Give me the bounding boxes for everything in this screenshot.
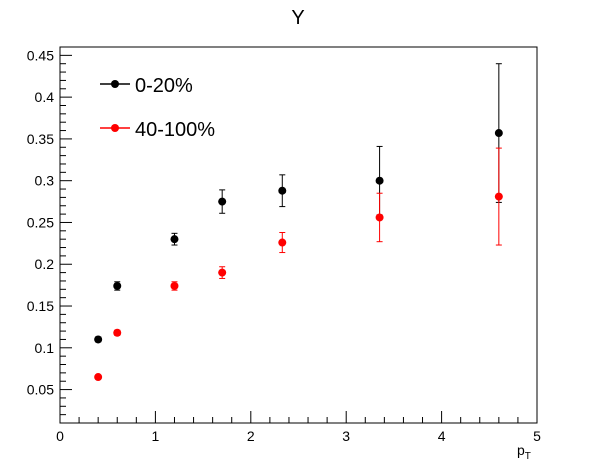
legend-entry-0-20-marker <box>111 80 119 88</box>
series-0-20-point <box>113 281 122 290</box>
y-tick-label: 0.45 <box>27 47 54 63</box>
series-0-20-point <box>94 335 103 344</box>
y-tick-label: 0.3 <box>35 173 55 189</box>
x-tick-label: 4 <box>438 428 446 444</box>
legend-entry-0-20-label: 0-20% <box>135 75 193 97</box>
series-40-100-point <box>170 281 179 290</box>
series-0-20-point <box>170 235 179 244</box>
y-tick-label: 0.25 <box>27 214 54 230</box>
legend-entry-40-100-marker <box>111 124 119 132</box>
axis-ticks: 0 1 2 3 4 5 0.05 0.1 0.15 0.2 0.25 0.3 0.35 0.4 0.45 <box>27 46 541 444</box>
series-0-20-point <box>218 197 227 206</box>
x-axis-label-main: p <box>517 442 525 458</box>
series-0-20-point <box>494 129 503 138</box>
x-tick-label: 5 <box>533 428 541 444</box>
x-tick-label: 3 <box>342 428 350 444</box>
x-tick-label: 1 <box>152 428 160 444</box>
legend-entry-40-100-label: 40-100% <box>135 119 215 141</box>
y-tick-label: 0.15 <box>27 298 54 314</box>
series-0-20-point <box>278 186 287 195</box>
y-tick-label: 0.35 <box>27 131 54 147</box>
y-tick-label: 0.4 <box>35 89 55 105</box>
legend: 0-20% 40-100% <box>100 75 215 141</box>
y-tick-label: 0.2 <box>35 256 55 272</box>
error-bars <box>95 63 502 380</box>
series-0-20-point <box>375 176 384 185</box>
x-axis-label-subscript: T <box>525 451 531 462</box>
series-40-100-point <box>94 373 103 382</box>
x-tick-label: 0 <box>56 428 64 444</box>
plot-frame <box>59 46 538 424</box>
x-axis-label: pT <box>517 442 531 462</box>
y-tick-label: 0.05 <box>27 382 54 398</box>
data-points <box>94 129 503 382</box>
series-40-100-point <box>113 328 122 337</box>
series-40-100-point <box>278 238 287 247</box>
series-40-100-point <box>494 192 503 201</box>
series-40-100-point <box>375 213 384 222</box>
y-tick-label: 0.1 <box>35 340 55 356</box>
series-40-100-point <box>218 268 227 277</box>
chart-title: Y <box>291 7 304 29</box>
x-tick-label: 2 <box>247 428 255 444</box>
